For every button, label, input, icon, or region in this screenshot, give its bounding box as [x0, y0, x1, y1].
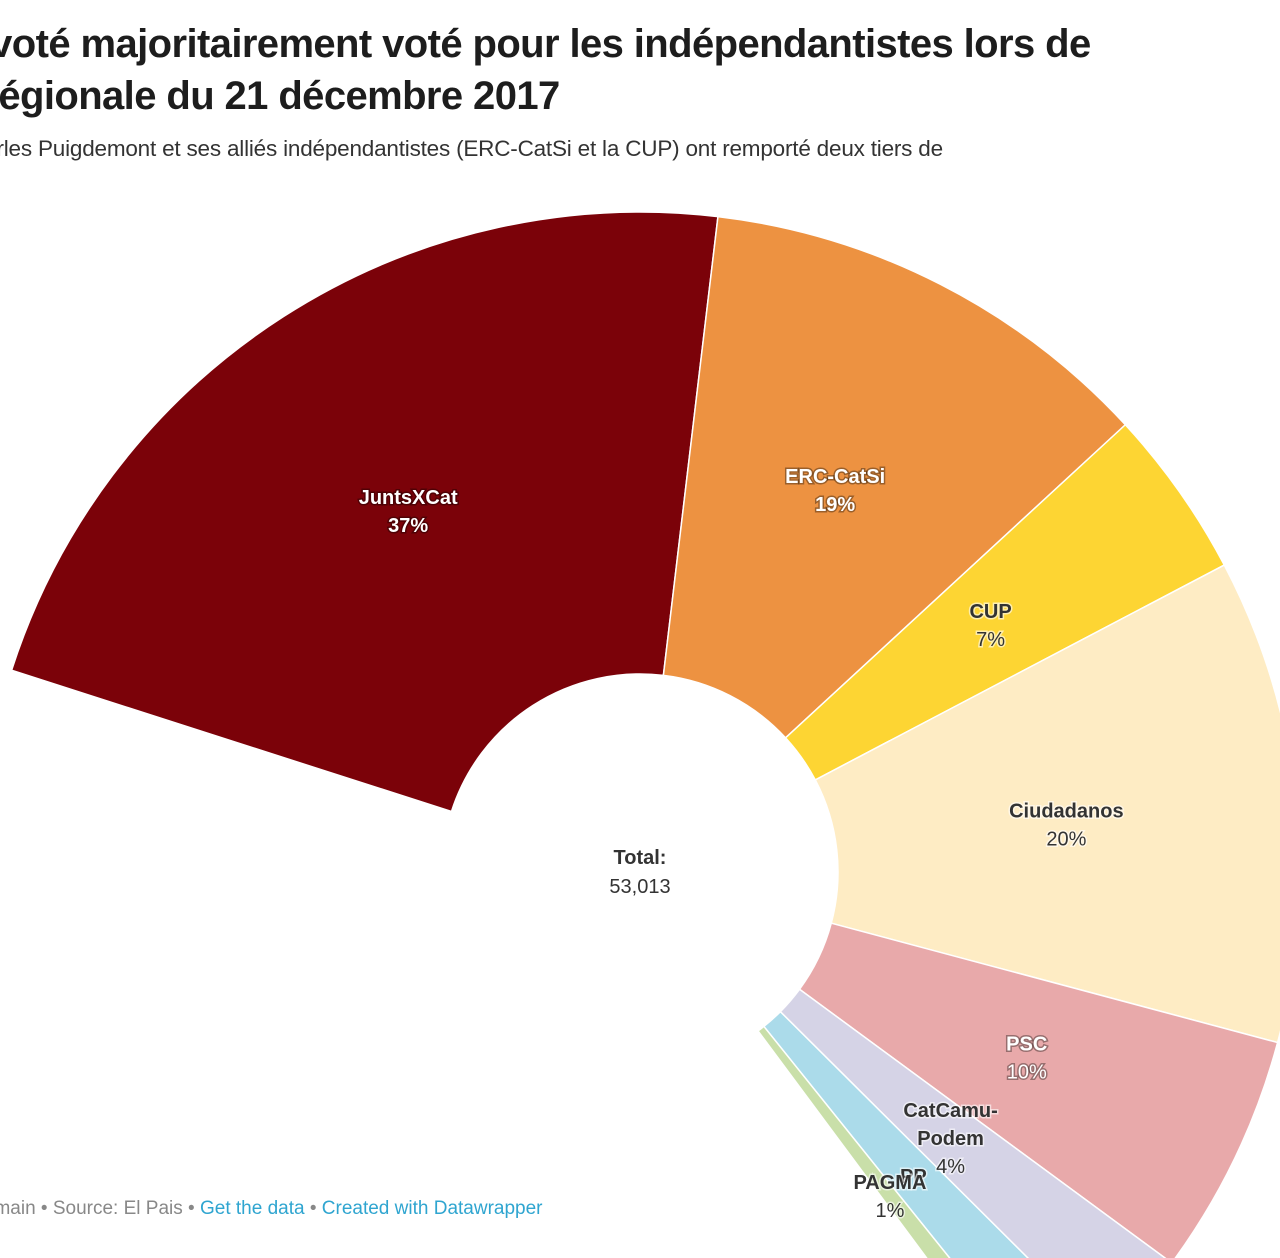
chart-title-line-1: ne a voté majoritairement voté pour les …: [0, 22, 1091, 66]
chart-title-line-2: tion régionale du 21 décembre 2017: [0, 74, 560, 118]
slice-label-name: PP: [900, 1166, 927, 1188]
slice-label-name: PSC: [1006, 1034, 1047, 1056]
slice-label-name: PAGMA: [853, 1172, 926, 1194]
slice-pagma[interactable]: [757, 1025, 1053, 1258]
slices-group: [10, 211, 1280, 1258]
slice-erc-catsi[interactable]: [662, 215, 1127, 739]
slice-label-value: 7%: [976, 629, 1005, 651]
center-total-value: 53,013: [609, 876, 670, 898]
slice-juntsxcat[interactable]: [10, 211, 719, 813]
get-the-data-link[interactable]: Get the data: [199, 1198, 305, 1219]
slice-label-name: Podem: [917, 1128, 984, 1150]
slice-label-value: 19%: [815, 494, 855, 516]
slice-label-name: JuntsXCat: [359, 487, 458, 509]
slice-label-name: CatCamu-: [903, 1100, 997, 1122]
footer: s Germain • Source: El Pais • Get the da…: [0, 1198, 543, 1220]
slice-label-value: 20%: [1046, 828, 1086, 850]
footer-separator: •: [40, 1198, 48, 1219]
created-with-datawrapper-link[interactable]: Created with Datawrapper: [321, 1198, 543, 1219]
footer-separator: •: [188, 1198, 195, 1219]
slice-psc[interactable]: [798, 922, 1279, 1258]
slice-label-value: 10%: [1007, 1062, 1047, 1084]
slice-label-name: Ciudadanos: [1009, 800, 1123, 822]
footer-source: Source: El Pais: [52, 1198, 183, 1219]
labels-group: JuntsXCat 37% ERC-CatSi 19% CUP 7% Ciudadanos 2…: [357, 464, 1125, 1223]
chart-title: ne a voté majoritairement voté pour les …: [0, 18, 1280, 122]
slice-label-value: 1%: [875, 1200, 904, 1222]
slice-ciudadanos[interactable]: [814, 564, 1280, 1044]
slice-label-value: 37%: [388, 515, 428, 537]
footer-separator: •: [309, 1198, 317, 1219]
slice-label-value: 4%: [936, 1156, 965, 1178]
center-total-label: Total:: [614, 847, 667, 869]
chart-subtitle: at de Carles Puigdemont et ses alliés in…: [0, 136, 943, 161]
slice-label-name: ERC-CatSi: [785, 466, 885, 488]
slice-label-name: CUP: [969, 601, 1011, 623]
footer-credit: s Germain: [0, 1198, 36, 1219]
